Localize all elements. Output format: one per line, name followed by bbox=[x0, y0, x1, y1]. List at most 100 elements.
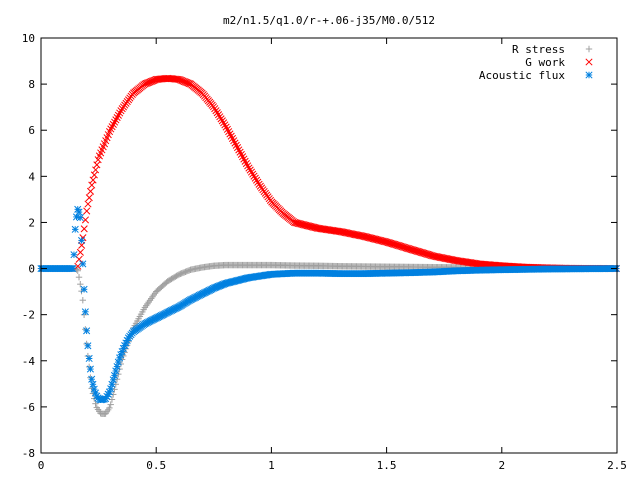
data-point bbox=[80, 225, 88, 233]
data-point bbox=[228, 134, 237, 143]
data-point bbox=[146, 78, 154, 86]
y-tick-label: 2 bbox=[28, 216, 35, 229]
data-point bbox=[246, 166, 254, 174]
data-point bbox=[242, 160, 250, 168]
data-point bbox=[149, 77, 157, 85]
legend-marker bbox=[585, 45, 593, 53]
y-tick-label: 8 bbox=[28, 78, 35, 91]
data-point bbox=[69, 265, 77, 273]
data-point bbox=[220, 119, 228, 127]
data-point bbox=[113, 376, 121, 383]
y-tick-label: 6 bbox=[28, 124, 35, 137]
data-point bbox=[112, 116, 120, 124]
y-tick-label: 0 bbox=[28, 263, 35, 276]
data-point bbox=[79, 296, 87, 304]
data-point bbox=[251, 174, 259, 182]
data-point bbox=[233, 144, 242, 152]
data-point bbox=[223, 125, 231, 133]
data-point bbox=[76, 214, 84, 222]
data-point bbox=[142, 79, 150, 88]
data-point bbox=[113, 114, 121, 122]
data-point bbox=[254, 178, 262, 186]
y-tick-label: 4 bbox=[28, 170, 35, 183]
data-point bbox=[75, 274, 83, 281]
data-point bbox=[183, 78, 191, 87]
data-point bbox=[182, 78, 190, 86]
data-point bbox=[145, 78, 153, 87]
data-point bbox=[70, 251, 78, 259]
data-point bbox=[239, 153, 247, 161]
x-tick-label: 2.5 bbox=[607, 459, 627, 472]
data-point bbox=[84, 200, 92, 208]
data-point bbox=[218, 117, 226, 125]
x-tick-label: 2 bbox=[498, 459, 505, 472]
data-point bbox=[247, 168, 256, 176]
data-point bbox=[114, 358, 122, 366]
data-point bbox=[250, 172, 258, 180]
data-point bbox=[252, 176, 261, 184]
data-point bbox=[77, 280, 84, 288]
data-point bbox=[106, 404, 113, 412]
y-axis: -8 -6 -4 -2 0 2 4 6 8 10 bbox=[22, 32, 617, 460]
series-0 bbox=[37, 261, 620, 418]
legend-marker bbox=[585, 58, 593, 66]
data-point bbox=[71, 225, 79, 233]
y-tick-label: 10 bbox=[22, 32, 35, 45]
data-point bbox=[108, 123, 116, 131]
data-point bbox=[212, 107, 220, 115]
data-point bbox=[222, 123, 230, 131]
data-point bbox=[80, 285, 88, 293]
data-point bbox=[111, 118, 119, 126]
data-point bbox=[94, 156, 102, 164]
legend-label: G work bbox=[525, 56, 565, 69]
legend-marker bbox=[585, 71, 593, 79]
data-point bbox=[108, 380, 116, 388]
data-point bbox=[176, 76, 185, 84]
data-point bbox=[240, 155, 248, 163]
data-point bbox=[79, 260, 87, 268]
x-tick-label: 0.5 bbox=[146, 459, 166, 472]
y-tick-label: -8 bbox=[22, 447, 35, 460]
data-point bbox=[109, 376, 117, 384]
data-point bbox=[76, 248, 84, 256]
chart-title: m2/n1.5/q1.0/r-+.06-j35/M0.0/512 bbox=[223, 14, 435, 27]
y-tick-label: -4 bbox=[22, 355, 36, 368]
data-point bbox=[236, 148, 244, 156]
data-point bbox=[110, 371, 119, 379]
data-point bbox=[107, 125, 115, 133]
data-point bbox=[178, 76, 186, 85]
legend-label: R stress bbox=[512, 43, 565, 56]
data-point bbox=[237, 150, 245, 159]
legend-label: Acoustic flux bbox=[479, 69, 565, 82]
data-point bbox=[227, 132, 235, 140]
data-point bbox=[225, 128, 233, 136]
data-point bbox=[217, 115, 225, 123]
data-point bbox=[113, 362, 121, 371]
data-point bbox=[83, 327, 91, 335]
data-point bbox=[216, 113, 224, 121]
data-point bbox=[226, 130, 234, 138]
data-point bbox=[107, 385, 115, 393]
data-point bbox=[77, 236, 86, 244]
data-point bbox=[84, 342, 92, 350]
data-point bbox=[147, 77, 155, 85]
data-point bbox=[249, 170, 257, 178]
data-point bbox=[230, 137, 238, 145]
y-tick-label: -6 bbox=[22, 401, 35, 414]
x-tick-label: 1 bbox=[268, 459, 275, 472]
data-point bbox=[244, 162, 252, 170]
data-point bbox=[213, 109, 221, 117]
series-2 bbox=[37, 205, 620, 404]
data-point bbox=[75, 208, 83, 216]
data-point bbox=[211, 105, 219, 113]
data-point bbox=[214, 111, 223, 119]
data-point bbox=[245, 164, 253, 172]
data-point bbox=[85, 354, 93, 363]
data-point bbox=[81, 308, 89, 316]
data-point bbox=[92, 400, 99, 407]
data-point bbox=[141, 80, 149, 88]
data-point bbox=[179, 77, 187, 85]
data-point bbox=[85, 194, 93, 202]
